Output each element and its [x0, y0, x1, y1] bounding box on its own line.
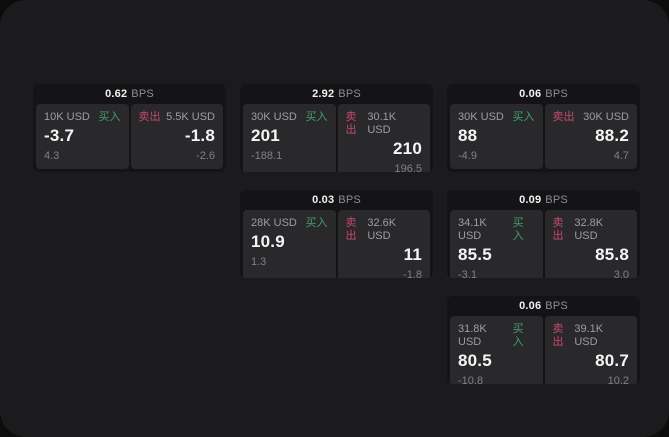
- buy-tag: 买入: [512, 323, 524, 348]
- buy-price: 85.5: [458, 245, 492, 264]
- sell-price: -1.8: [184, 126, 215, 145]
- spread-value: 0.06: [519, 300, 542, 312]
- buy-amount: 30K USD: [251, 111, 297, 123]
- sell-price: 85.8: [595, 245, 629, 264]
- sell-price: 80.7: [595, 351, 629, 370]
- quote-card-body: 30K USD 买入 88 -4.9 卖出 30K USD 88.2 4.7: [447, 104, 640, 172]
- buy-price: -3.7: [44, 126, 75, 145]
- sell-amount: 30K USD: [583, 111, 629, 123]
- buy-amount: 28K USD: [251, 217, 297, 229]
- buy-amount: 34.1K USD: [458, 217, 487, 242]
- sell-amount: 32.8K USD: [574, 217, 604, 242]
- quote-card: 0.06 BPS 30K USD 买入 88 -4.9 卖出 30K USD: [447, 84, 640, 172]
- buy-pane[interactable]: 34.1K USD 买入 85.5 -3.1: [450, 210, 543, 278]
- spread-header: 0.06 BPS: [447, 296, 640, 316]
- sell-pane[interactable]: 卖出 39.1K USD 80.7 10.2: [544, 316, 637, 384]
- buy-tag: 买入: [512, 111, 535, 123]
- sell-pane[interactable]: 卖出 32.6K USD 11 -1.8: [337, 210, 430, 278]
- buy-delta: 1.3: [251, 256, 267, 268]
- sell-price: 11: [403, 245, 422, 264]
- sell-delta: -1.8: [403, 269, 422, 278]
- sell-amount: 30.1K USD: [367, 111, 397, 136]
- spread-header: 2.92 BPS: [240, 84, 433, 104]
- buy-delta: -10.8: [458, 375, 484, 384]
- quote-card: 0.06 BPS 31.8K USD 买入 80.5 -10.8 卖出 39.1K…: [447, 296, 640, 384]
- bps-label: BPS: [131, 88, 154, 100]
- sell-amount: 32.6K USD: [367, 217, 397, 242]
- spread-header: 0.62 BPS: [33, 84, 226, 104]
- spread-value: 0.62: [105, 88, 128, 100]
- bps-label: BPS: [545, 194, 568, 206]
- quote-card-body: 30K USD 买入 201 -188.1 卖出 30.1K USD 210 1…: [240, 104, 433, 172]
- spread-value: 0.03: [312, 194, 335, 206]
- buy-amount: 10K USD: [44, 111, 90, 123]
- bps-label: BPS: [545, 300, 568, 312]
- bps-label: BPS: [545, 88, 568, 100]
- quote-card-body: 34.1K USD 买入 85.5 -3.1 卖出 32.8K USD 85.8…: [447, 210, 640, 278]
- sell-tag: 卖出: [345, 111, 357, 136]
- buy-delta: -4.9: [458, 150, 477, 162]
- buy-delta: -3.1: [458, 269, 477, 278]
- sell-price: 210: [393, 139, 422, 158]
- sell-pane[interactable]: 卖出 30K USD 88.2 4.7: [544, 104, 637, 169]
- buy-delta: -188.1: [251, 150, 283, 162]
- sell-tag: 卖出: [552, 111, 575, 123]
- buy-price: 88: [458, 126, 478, 145]
- quote-card-body: 31.8K USD 买入 80.5 -10.8 卖出 39.1K USD 80.…: [447, 316, 640, 384]
- buy-pane[interactable]: 30K USD 买入 88 -4.9: [450, 104, 543, 169]
- quote-card: 2.92 BPS 30K USD 买入 201 -188.1 卖出 30.1K U…: [240, 84, 433, 172]
- buy-pane[interactable]: 30K USD 买入 201 -188.1: [243, 104, 336, 172]
- spread-header: 0.09 BPS: [447, 190, 640, 210]
- sell-tag: 卖出: [345, 217, 357, 242]
- buy-tag: 买入: [512, 217, 524, 242]
- spread-value: 0.06: [519, 88, 542, 100]
- spread-value: 2.92: [312, 88, 335, 100]
- sell-delta: 10.2: [607, 375, 629, 384]
- sell-tag: 卖出: [552, 217, 564, 242]
- buy-pane[interactable]: 28K USD 买入 10.9 1.3: [243, 210, 336, 278]
- buy-amount: 30K USD: [458, 111, 504, 123]
- quote-card-body: 10K USD 买入 -3.7 4.3 卖出 5.5K USD -1.8 -2.…: [33, 104, 226, 172]
- sell-delta: 196.5: [394, 163, 422, 172]
- sell-pane[interactable]: 卖出 32.8K USD 85.8 3.0: [544, 210, 637, 278]
- sell-pane[interactable]: 卖出 5.5K USD -1.8 -2.6: [130, 104, 223, 169]
- bps-label: BPS: [338, 88, 361, 100]
- sell-amount: 39.1K USD: [574, 323, 604, 348]
- buy-delta: 4.3: [44, 150, 60, 162]
- sell-delta: 4.7: [613, 150, 629, 162]
- buy-tag: 买入: [98, 111, 121, 123]
- sell-pane[interactable]: 卖出 30.1K USD 210 196.5: [337, 104, 430, 172]
- buy-price: 10.9: [251, 232, 285, 251]
- quote-card: 0.09 BPS 34.1K USD 买入 85.5 -3.1 卖出 32.8K …: [447, 190, 640, 278]
- sell-price: 88.2: [595, 126, 629, 145]
- sell-delta: -2.6: [196, 150, 215, 162]
- buy-pane[interactable]: 10K USD 买入 -3.7 4.3: [36, 104, 129, 169]
- spread-header: 0.03 BPS: [240, 190, 433, 210]
- sell-delta: 3.0: [613, 269, 629, 278]
- buy-price: 80.5: [458, 351, 492, 370]
- spread-header: 0.06 BPS: [447, 84, 640, 104]
- quote-card: 0.62 BPS 10K USD 买入 -3.7 4.3 卖出 5.5K USD: [33, 84, 226, 172]
- bps-label: BPS: [338, 194, 361, 206]
- sell-tag: 卖出: [138, 111, 161, 123]
- buy-amount: 31.8K USD: [458, 323, 487, 348]
- buy-price: 201: [251, 126, 280, 145]
- quote-card: 0.03 BPS 28K USD 买入 10.9 1.3 卖出 32.6K USD: [240, 190, 433, 278]
- buy-pane[interactable]: 31.8K USD 买入 80.5 -10.8: [450, 316, 543, 384]
- spread-value: 0.09: [519, 194, 542, 206]
- quote-card-grid: 0.62 BPS 10K USD 买入 -3.7 4.3 卖出 5.5K USD: [33, 84, 640, 384]
- buy-tag: 买入: [305, 217, 328, 229]
- quote-card-body: 28K USD 买入 10.9 1.3 卖出 32.6K USD 11 -1.8: [240, 210, 433, 278]
- buy-tag: 买入: [305, 111, 328, 123]
- sell-tag: 卖出: [552, 323, 564, 348]
- sell-amount: 5.5K USD: [166, 111, 215, 123]
